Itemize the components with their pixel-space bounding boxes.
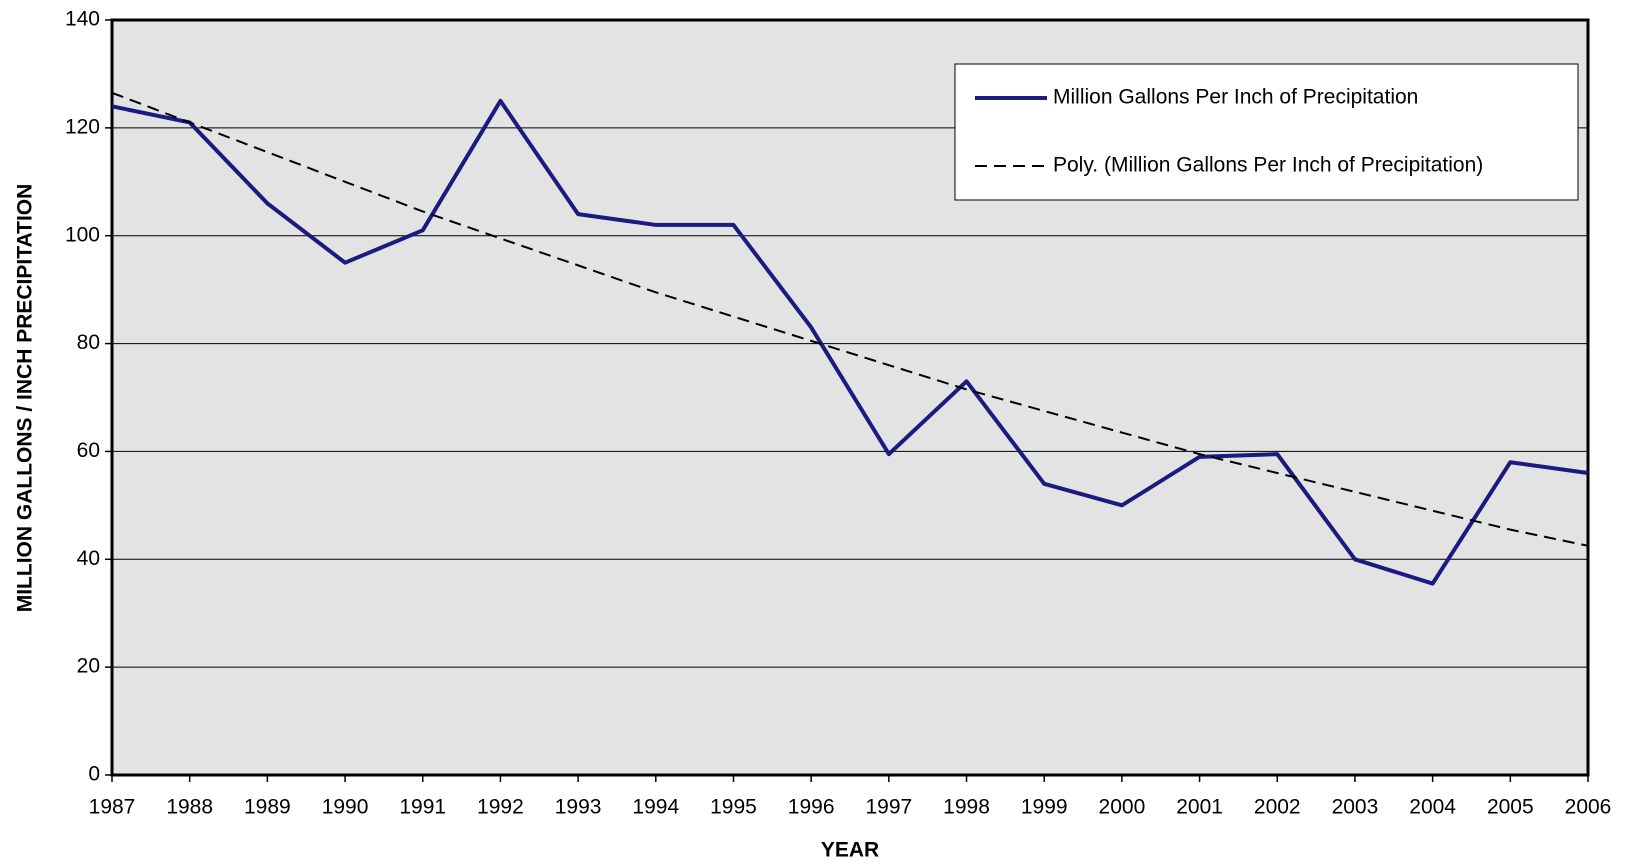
series-line <box>111 91 1589 547</box>
y-tick-label: 0 <box>88 763 100 786</box>
x-tick-label: 1990 <box>322 796 369 819</box>
legend-label: Poly. (Million Gallons Per Inch of Preci… <box>1053 154 1483 177</box>
y-tick-label: 20 <box>77 655 100 678</box>
y-tick-label: 120 <box>65 115 100 138</box>
y-tick-label: 140 <box>65 8 100 31</box>
x-tick-label: 1995 <box>710 796 757 819</box>
y-tick-label: 100 <box>65 223 100 246</box>
x-tick-label: 2000 <box>1099 796 1146 819</box>
x-tick-label: 1997 <box>865 796 912 819</box>
x-tick-label: 2004 <box>1409 796 1456 819</box>
x-tick-label: 2005 <box>1487 796 1534 819</box>
x-tick-label: 1992 <box>477 796 524 819</box>
y-tick-label: 80 <box>77 331 100 354</box>
x-tick-label: 1993 <box>555 796 602 819</box>
plot-frame <box>110 18 1590 777</box>
x-tick-label: 2002 <box>1254 796 1301 819</box>
y-tick-label: 40 <box>77 547 100 570</box>
x-tick-label: 1998 <box>943 796 990 819</box>
x-tick-label: 2003 <box>1332 796 1379 819</box>
x-axis-title: YEAR <box>821 839 879 862</box>
legend-label: Million Gallons Per Inch of Precipitatio… <box>1053 86 1418 109</box>
series-line <box>111 98 1589 586</box>
x-tick-label: 2006 <box>1565 796 1612 819</box>
x-tick-label: 1987 <box>89 796 136 819</box>
y-tick-label: 60 <box>77 439 100 462</box>
legend-box <box>954 63 1579 201</box>
x-tick-label: 1991 <box>399 796 446 819</box>
x-tick-label: 1988 <box>166 796 213 819</box>
x-tick-label: 1994 <box>632 796 679 819</box>
y-axis-title: MILLION GALLONS / INCH PRECIPITATION <box>14 184 37 613</box>
x-tick-label: 1999 <box>1021 796 1068 819</box>
x-tick-label: 1989 <box>244 796 291 819</box>
x-tick-label: 2001 <box>1176 796 1223 819</box>
x-tick-label: 1996 <box>788 796 835 819</box>
